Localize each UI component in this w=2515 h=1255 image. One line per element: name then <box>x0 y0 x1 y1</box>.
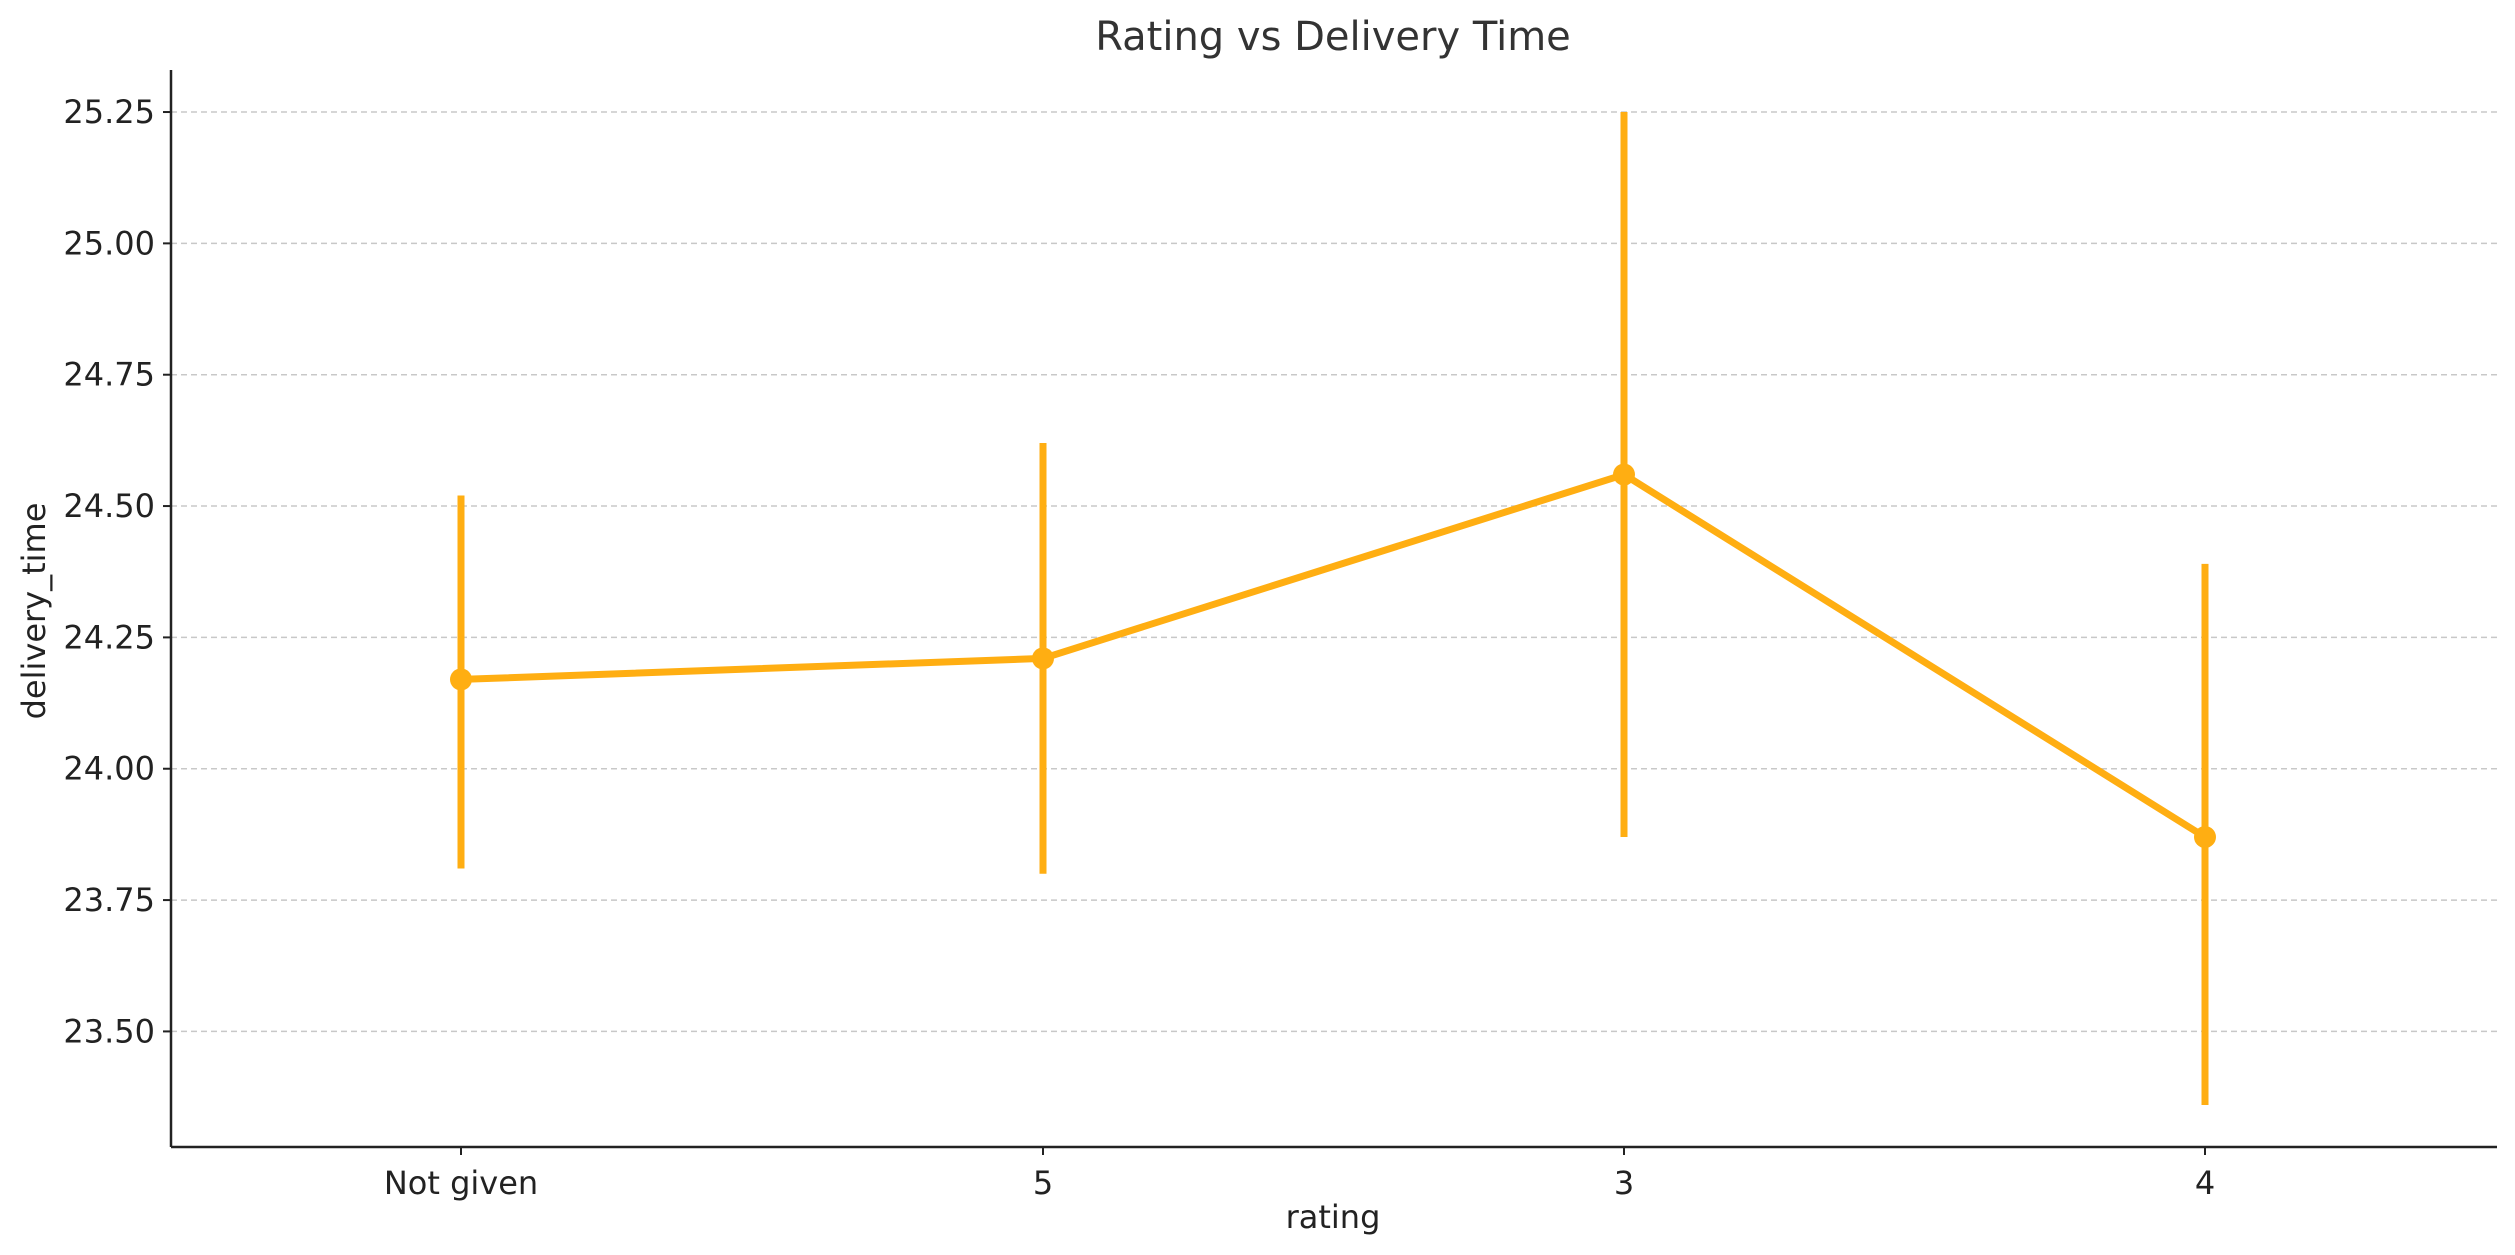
y-tick-label: 24.25 <box>63 618 155 656</box>
data-point <box>2194 826 2216 849</box>
y-tick-label: 24.50 <box>63 487 155 525</box>
ticks: 23.50 23.75 24.00 24.25 24.50 24.75 25.00 25.25… <box>63 93 2215 1202</box>
data-point <box>450 668 472 691</box>
data-point <box>1613 463 1635 486</box>
x-tick-label: 5 <box>1033 1164 1053 1202</box>
x-tick-label: Not given <box>384 1164 538 1202</box>
y-axis-label: delivery_time <box>15 503 53 720</box>
x-tick-label: 3 <box>1614 1164 1634 1202</box>
x-axis-label: rating <box>1286 1198 1381 1236</box>
axes <box>169 70 2497 1149</box>
series-line <box>457 471 2209 841</box>
grid <box>171 111 2497 1033</box>
series-layer <box>450 112 2216 1105</box>
y-tick-label: 23.50 <box>63 1012 155 1050</box>
chart-title: Rating vs Delivery Time <box>1095 14 1571 60</box>
y-tick-label: 25.25 <box>63 93 155 131</box>
x-tick-label: 4 <box>2195 1164 2215 1202</box>
y-tick-label: 24.75 <box>63 356 155 394</box>
data-point <box>1032 647 1054 670</box>
y-tick-label: 24.00 <box>63 750 155 788</box>
y-tick-label: 23.75 <box>63 881 155 919</box>
y-tick-label: 25.00 <box>63 224 155 262</box>
